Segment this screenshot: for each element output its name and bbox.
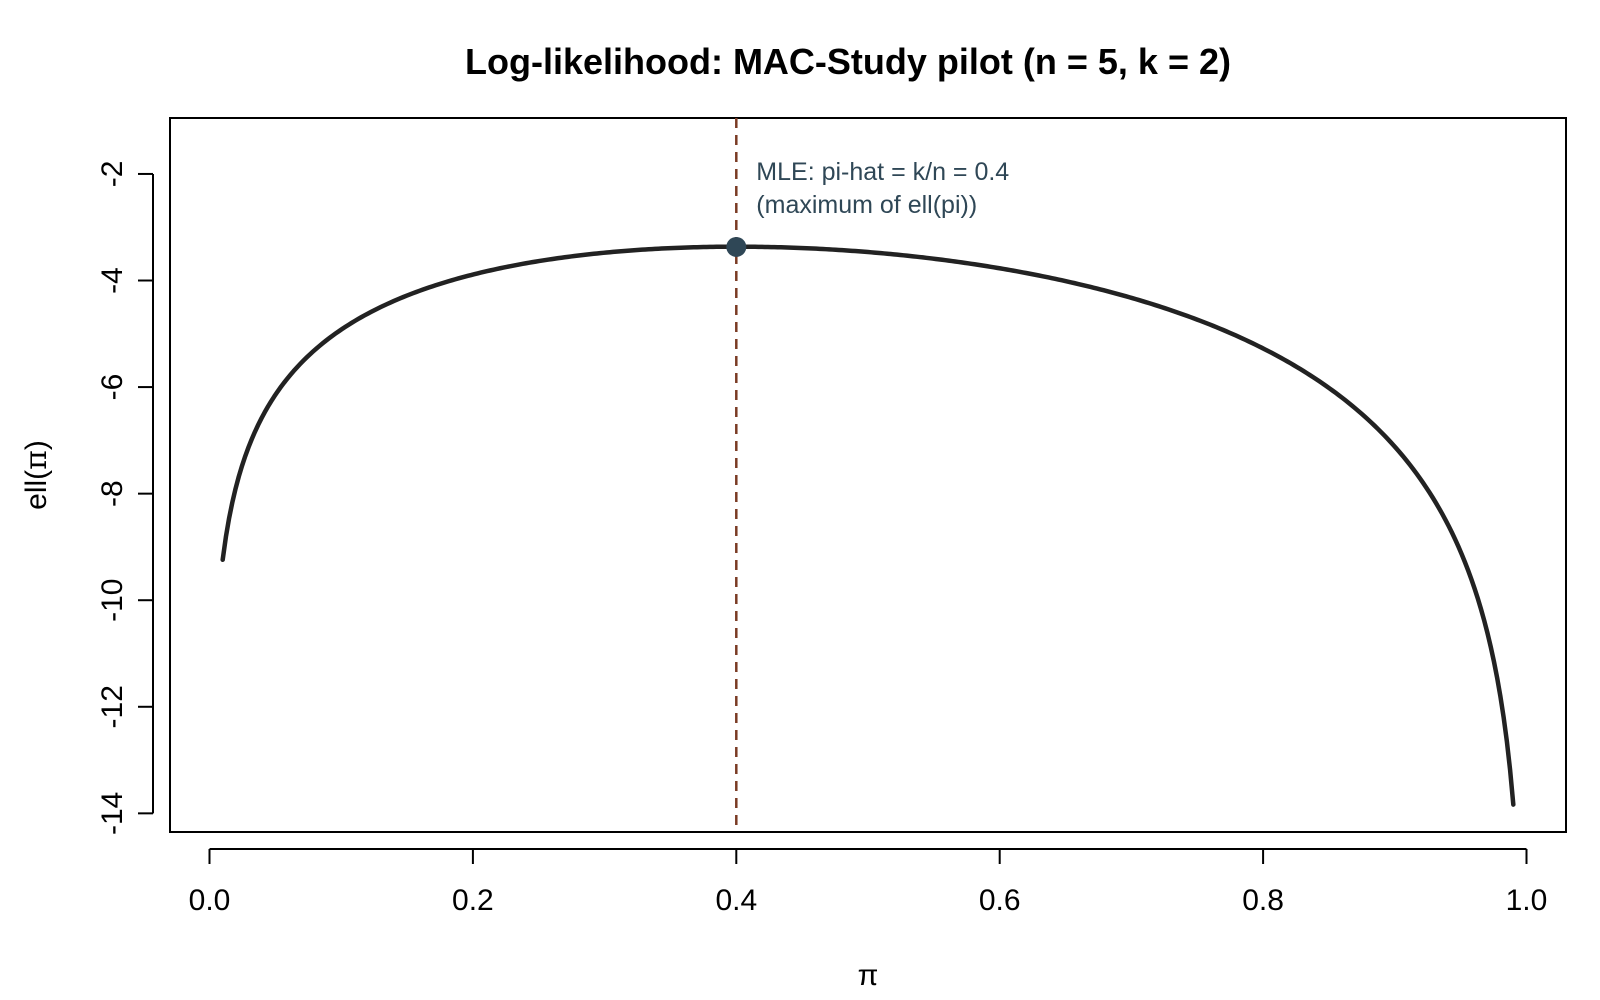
x-axis-label: π [858, 959, 879, 992]
y-axis-label-prefix: ell( [20, 470, 53, 510]
x-tick-label: 0.2 [452, 884, 494, 917]
mle-annotation-line2: (maximum of ell(pi)) [756, 191, 977, 219]
x-tick-label: 0.6 [979, 884, 1021, 917]
y-axis-label: ell(π) [19, 440, 54, 510]
x-tick-label: 0.4 [715, 884, 757, 917]
y-tick-label: -6 [96, 374, 129, 401]
y-tick-label: -2 [96, 161, 129, 188]
x-axis: 0.0 0.2 0.4 0.6 0.8 1.0 [189, 848, 1548, 917]
chart-title: Log-likelihood: MAC-Study pilot (n = 5, … [465, 41, 1231, 82]
y-tick-label: -8 [96, 480, 129, 507]
log-likelihood-curve [220, 244, 1516, 807]
plot-area-frame [169, 117, 1567, 833]
x-tick-label: 1.0 [1506, 884, 1548, 917]
y-axis-label-suffix: ) [20, 440, 53, 450]
mle-annotation-line1: MLE: pi-hat = k/n = 0.4 [756, 158, 1009, 186]
mle-point [726, 236, 747, 257]
y-tick-label: -14 [96, 792, 129, 835]
y-tick-label: -4 [96, 267, 129, 294]
y-axis: -2 -4 -6 -8 -10 -12 -14 [96, 161, 154, 835]
x-tick-label: 0.8 [1242, 884, 1284, 917]
y-tick-label: -10 [96, 579, 129, 622]
x-tick-label: 0.0 [189, 884, 231, 917]
y-tick-label: -12 [96, 685, 129, 728]
y-axis-label-symbol: π [19, 450, 54, 470]
